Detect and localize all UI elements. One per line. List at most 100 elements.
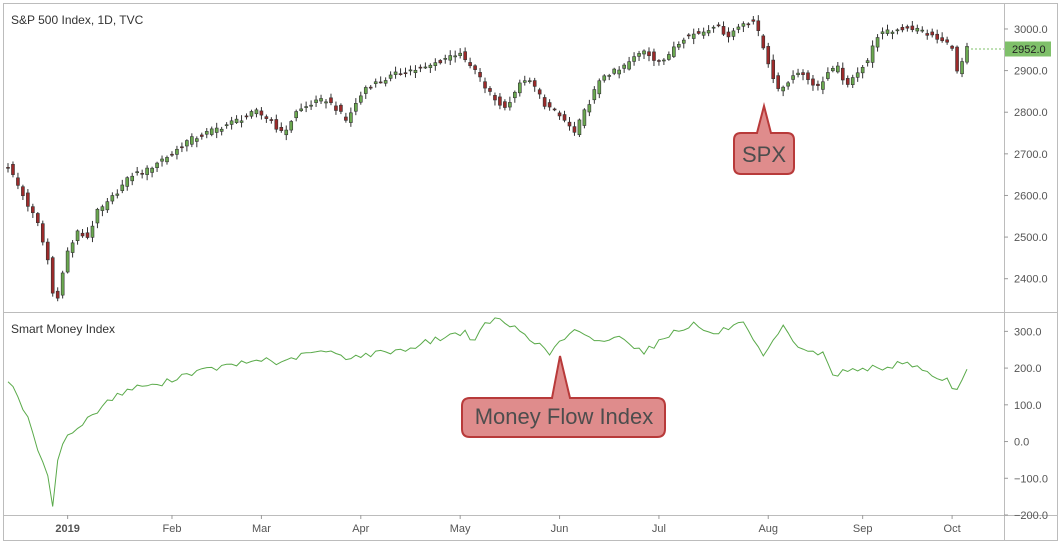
candle (691, 28, 696, 45)
candle (165, 155, 169, 165)
candle (612, 67, 617, 76)
candle (378, 76, 383, 84)
candle-body (349, 112, 353, 123)
candle-body (70, 242, 75, 253)
candle (304, 101, 308, 113)
candle (120, 179, 125, 194)
candle (721, 21, 726, 36)
candle-body (65, 250, 70, 273)
candle (662, 58, 666, 65)
candle-body (40, 223, 45, 243)
candle-body (488, 88, 492, 92)
candle (806, 70, 810, 85)
candle-body (468, 62, 472, 67)
candle (284, 125, 289, 141)
candle-body (140, 173, 144, 175)
candle (527, 77, 532, 84)
last-price-tag: 2952.0 (1005, 41, 1051, 57)
candle-body (219, 128, 224, 132)
candle-body (806, 72, 810, 80)
candle (478, 68, 482, 82)
candle (80, 228, 85, 238)
candle-body (865, 60, 870, 64)
candle-body (542, 97, 547, 107)
candle (890, 30, 895, 40)
candle (930, 28, 935, 38)
candle-body (796, 72, 800, 76)
candle-body (16, 177, 20, 186)
candle-body (45, 241, 50, 261)
candle-body (622, 64, 626, 69)
candle (781, 85, 785, 97)
candle (771, 54, 776, 84)
candle-body (647, 51, 651, 57)
candle-body (572, 126, 577, 133)
candle (840, 62, 845, 85)
candle (622, 63, 626, 73)
candle (214, 122, 219, 139)
candle (403, 67, 408, 78)
candle (905, 24, 910, 32)
candle (433, 58, 438, 71)
candle-body (592, 89, 597, 101)
candle-body (473, 65, 477, 70)
candle (875, 34, 880, 52)
candle (602, 74, 607, 83)
candle (672, 41, 676, 59)
candle-body (513, 91, 517, 99)
candle-body (761, 35, 766, 49)
candle (274, 114, 279, 133)
candle (845, 75, 850, 88)
candle (627, 56, 631, 71)
candle-body (845, 78, 850, 85)
candle-body (90, 225, 95, 238)
candle (577, 118, 582, 138)
candle (562, 110, 567, 123)
candle-body (463, 51, 467, 61)
candle (821, 76, 825, 95)
candle (423, 62, 428, 69)
candle-body (95, 208, 100, 224)
candle-body (190, 136, 194, 145)
time-tick-label: Jul (652, 523, 666, 535)
candle-body (145, 167, 149, 175)
money-flow-callout-label: Money Flow Index (475, 404, 654, 429)
candle (900, 24, 905, 33)
candle (493, 92, 497, 106)
candle-body (269, 119, 274, 121)
candle (836, 62, 840, 74)
candle (925, 29, 930, 40)
candle-body (701, 31, 706, 36)
candle (259, 107, 264, 120)
candle (36, 212, 40, 227)
candle (383, 77, 388, 87)
candle-body (726, 31, 731, 38)
candle-body (885, 29, 890, 34)
candle-body (567, 121, 572, 127)
candle-body (105, 201, 110, 211)
candle-body (274, 119, 279, 130)
candle (229, 116, 234, 130)
candle-body (80, 232, 85, 237)
time-tick-label: Oct (944, 523, 961, 535)
candle (309, 100, 313, 110)
candle (746, 22, 751, 28)
candle (468, 57, 472, 69)
candle (299, 103, 303, 113)
candle-body (582, 109, 587, 126)
candle (517, 79, 522, 97)
candle (547, 99, 552, 111)
candle-body (706, 30, 711, 34)
candle-body (279, 127, 284, 131)
candle-body (925, 33, 930, 36)
candle-body (652, 51, 656, 61)
candle-body (677, 44, 681, 48)
candle-body (860, 66, 865, 74)
candle (756, 15, 761, 37)
candle (607, 73, 612, 81)
candle-body (915, 27, 920, 32)
price-y-axis: 3000.0 2900.0 2800.0 2700.0 2600.0 2500.0 2400… (1004, 24, 1048, 286)
candle (31, 203, 35, 218)
smi-y-tick-label: 0.0 (1014, 437, 1029, 449)
candle (498, 93, 502, 110)
